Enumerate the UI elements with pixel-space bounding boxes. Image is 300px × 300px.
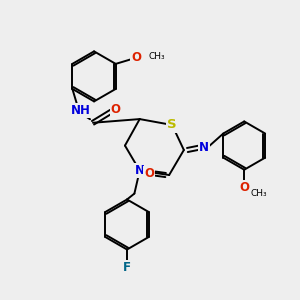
Text: CH₃: CH₃: [251, 189, 267, 198]
Text: NH: NH: [71, 103, 91, 117]
Text: N: N: [199, 141, 208, 154]
Text: O: O: [131, 52, 141, 64]
Text: F: F: [123, 261, 131, 274]
Text: O: O: [111, 103, 121, 116]
Text: O: O: [144, 167, 154, 180]
Text: S: S: [167, 118, 177, 131]
Text: O: O: [239, 181, 249, 194]
Text: CH₃: CH₃: [149, 52, 165, 61]
Text: N: N: [135, 164, 145, 177]
